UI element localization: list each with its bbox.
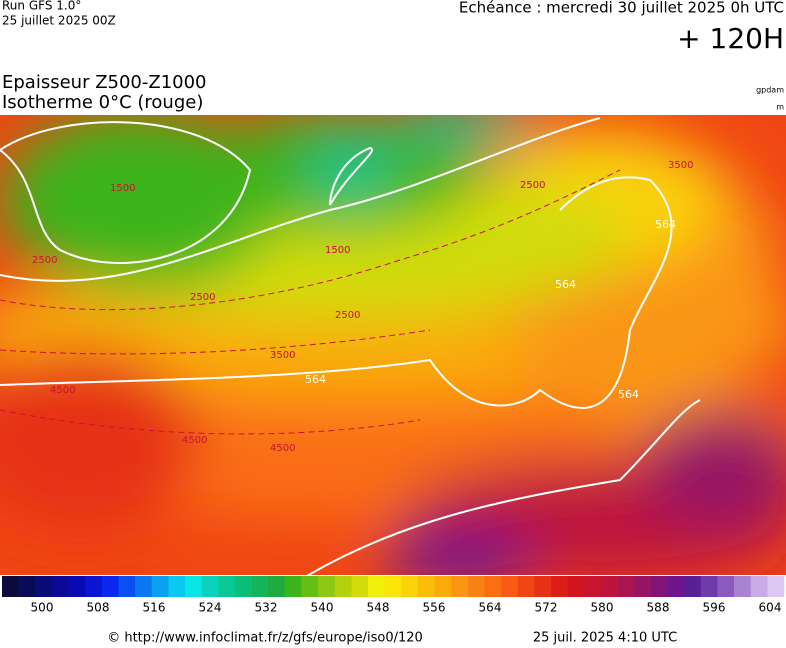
source-link[interactable]: © http://www.infoclimat.fr/z/gfs/europe/… [107,631,423,646]
color-swatch [185,576,202,597]
color-swatch [501,576,519,597]
contour-labels: 1500 1500 2500 2500 2500 2500 3500 3500 … [32,160,693,454]
color-swatch [168,576,186,597]
color-swatch [617,576,635,597]
color-swatch [68,576,86,597]
color-swatch [384,576,402,597]
color-swatch [584,576,602,597]
field-title: Epaisseur Z500-Z1000 [2,72,207,93]
contour-label: 2500 [190,292,215,303]
color-swatch [251,576,269,597]
run-date: 25 juillet 2025 00Z [2,14,116,28]
color-swatch [767,576,785,597]
colorbar-tick-label: 500 [31,601,54,615]
contour-label: 1500 [110,183,135,194]
contour-label: 1500 [325,245,350,256]
valid-time: Echéance : mercredi 30 juillet 2025 0h U… [459,0,784,17]
contour-label: 564 [618,388,639,401]
color-swatch [18,576,36,597]
color-swatch [51,576,69,597]
color-swatch [284,576,302,597]
map: 1500 1500 2500 2500 2500 2500 3500 3500 … [0,115,786,575]
color-swatch [218,576,236,597]
color-swatch [650,576,668,597]
color-swatch [567,576,585,597]
colorbar-tick-label: 564 [479,601,502,615]
color-swatch [434,576,452,597]
colorbar-tick-label: 516 [143,601,166,615]
unit-label: gpdam [756,86,784,95]
color-swatch [717,576,735,597]
colorbar-tick-label: 572 [535,601,558,615]
colorbar-tick-label: 524 [199,601,222,615]
unit-label: m [776,103,784,112]
color-swatch [35,576,53,597]
contour-label: 2500 [335,310,360,321]
colorbar: 500 508 516 524 532 540 548 556 564 572 580 588 596 6… [2,576,785,615]
color-swatch [301,576,319,597]
color-swatch [334,576,352,597]
colorbar-tick-label: 580 [591,601,614,615]
colorbar-tick-label: 548 [367,601,390,615]
contour-label: 4500 [182,435,207,446]
color-swatch [118,576,136,597]
color-swatch [351,576,369,597]
lead-time: + 120H [677,22,784,55]
color-swatch [467,576,485,597]
contour-label: 4500 [50,385,75,396]
colorbar-tick-label: 556 [423,601,446,615]
color-swatch [634,576,652,597]
color-swatch [401,576,419,597]
color-swatch [151,576,169,597]
color-swatch [85,576,103,597]
color-swatch [417,576,435,597]
color-swatch [600,576,618,597]
color-swatch [517,576,535,597]
contour-label: 564 [555,278,576,291]
color-swatch [534,576,552,597]
colorbar-tick-label: 540 [311,601,334,615]
colorbar-tick-label: 508 [87,601,110,615]
colorbar-tick-label: 532 [255,601,278,615]
contour-label: 564 [305,373,326,386]
contour-label: 564 [655,218,676,231]
colorbar-tick-label: 596 [703,601,726,615]
color-swatch [684,576,702,597]
color-swatch [234,576,252,597]
color-swatch [268,576,286,597]
color-swatch [318,576,336,597]
field-subtitle: Isotherme 0°C (rouge) [2,92,203,113]
color-swatch [2,576,19,597]
colorbar-tick-label: 604 [759,601,782,615]
color-swatch [700,576,718,597]
color-swatch [551,576,569,597]
contour-label: 4500 [270,443,295,454]
color-swatch [368,576,385,597]
colorbar-tick-label: 588 [647,601,670,615]
color-swatch [667,576,685,597]
color-swatch [734,576,752,597]
contour-label: 3500 [668,160,693,171]
contour-labels: 564 564 564 564 [305,218,676,401]
issue-time: 25 juil. 2025 4:10 UTC [533,631,677,646]
color-swatch [451,576,469,597]
run-label: Run GFS 1.0° [2,0,81,13]
contour-label: 3500 [270,350,295,361]
contour-label: 2500 [520,180,545,191]
color-swatch [750,576,768,597]
color-swatch [201,576,219,597]
color-swatch [484,576,502,597]
color-swatch [101,576,119,597]
color-swatch [135,576,153,597]
contour-label: 2500 [32,255,57,266]
